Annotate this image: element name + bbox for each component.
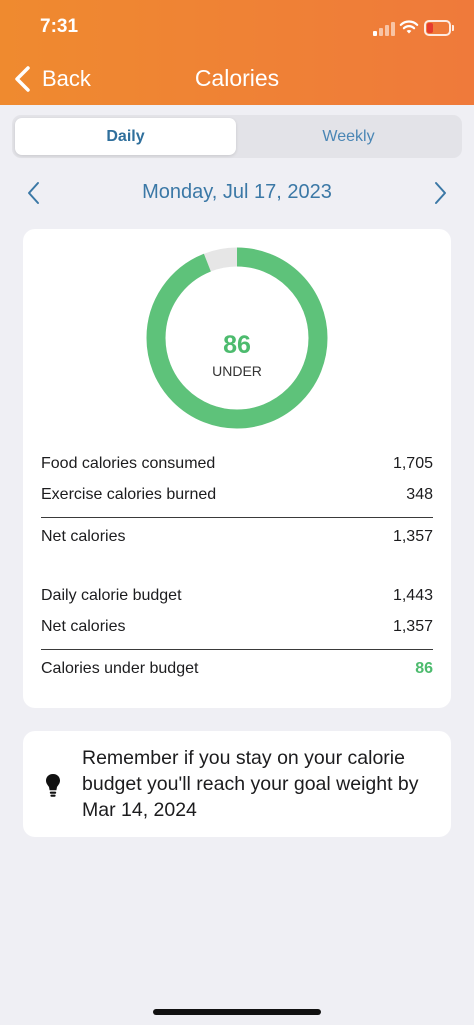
back-label: Back bbox=[42, 66, 91, 91]
date-navigator: Monday, Jul 17, 2023 bbox=[0, 173, 474, 213]
date-label: Monday, Jul 17, 2023 bbox=[142, 181, 332, 203]
chevron-left-icon bbox=[15, 66, 30, 92]
row-label: Calories under budget bbox=[41, 660, 199, 677]
tab-weekly[interactable]: Weekly bbox=[322, 128, 375, 145]
under-budget-row: Calories under budget 86 bbox=[41, 657, 433, 681]
home-indicator bbox=[153, 1009, 321, 1015]
period-segmented-control: Daily Weekly bbox=[12, 115, 462, 158]
row-label: Exercise calories burned bbox=[41, 486, 217, 503]
page-title: Calories bbox=[194, 65, 280, 91]
calorie-summary-card: 86 UNDER Food calories consumed 1,705 Ex… bbox=[23, 229, 451, 708]
donut-value: 86 bbox=[223, 331, 251, 359]
row-label: Daily calorie budget bbox=[41, 587, 182, 604]
back-button[interactable]: Back bbox=[12, 62, 91, 96]
status-time: 7:31 bbox=[40, 16, 79, 37]
row-value: 348 bbox=[406, 486, 433, 503]
previous-day-chevron-icon[interactable] bbox=[24, 179, 44, 207]
lightbulb-icon bbox=[46, 774, 60, 797]
net-calories-row: Net calories 1,357 bbox=[41, 525, 433, 549]
battery-icon bbox=[424, 20, 454, 36]
exercise-burned-row: Exercise calories burned 348 bbox=[41, 483, 433, 507]
row-label: Net calories bbox=[41, 618, 126, 635]
donut-ring bbox=[146, 247, 328, 429]
tip-text: Remember if you stay on your calorie bud… bbox=[82, 747, 419, 821]
wifi-icon bbox=[399, 20, 419, 34]
row-value: 1,705 bbox=[392, 455, 433, 472]
row-value: 1,357 bbox=[392, 528, 433, 545]
row-value: 1,357 bbox=[392, 618, 433, 635]
net-calories-row-2: Net calories 1,357 bbox=[41, 615, 433, 639]
donut-progress bbox=[146, 247, 328, 429]
row-label: Food calories consumed bbox=[41, 455, 216, 472]
status-bar: 7:31 bbox=[0, 0, 474, 56]
goal-tip-card: Remember if you stay on your calorie bud… bbox=[23, 731, 451, 837]
row-value: 1,443 bbox=[392, 587, 433, 604]
tab-daily[interactable]: Daily bbox=[15, 118, 236, 155]
header: 7:31 Back Calories bbox=[0, 0, 474, 105]
daily-budget-row: Daily calorie budget 1,443 bbox=[41, 584, 433, 608]
calorie-donut-chart: 86 UNDER bbox=[146, 247, 328, 429]
next-day-chevron-icon[interactable] bbox=[430, 179, 450, 207]
under-budget-value: 86 bbox=[415, 660, 433, 677]
donut-label: UNDER bbox=[212, 363, 262, 379]
divider bbox=[41, 517, 433, 518]
row-label: Net calories bbox=[41, 528, 126, 545]
divider bbox=[41, 649, 433, 650]
food-consumed-row: Food calories consumed 1,705 bbox=[41, 452, 433, 476]
cellular-signal-icon bbox=[373, 22, 395, 36]
